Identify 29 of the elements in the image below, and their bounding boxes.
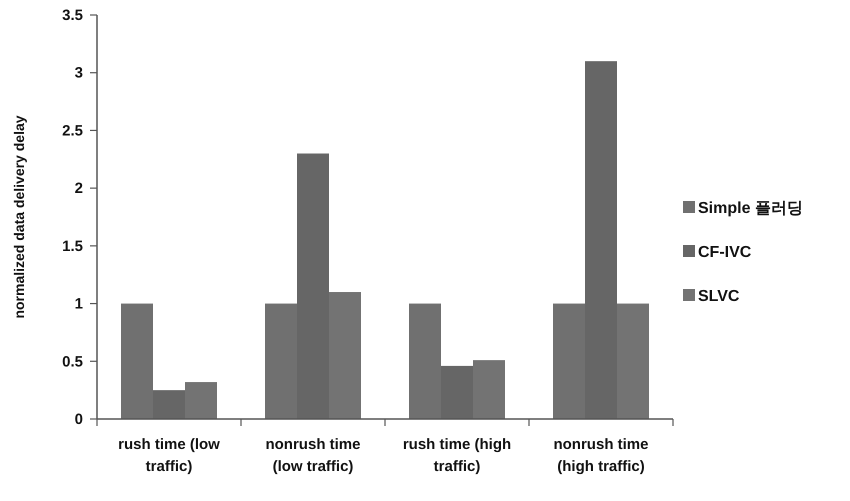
- bar: [185, 382, 217, 419]
- y-tick-label: 3: [74, 64, 83, 82]
- y-tick-label: 1.5: [62, 238, 83, 255]
- bar: [297, 154, 329, 419]
- y-axis-title: normalized data delivery delay: [11, 115, 27, 319]
- legend-label: Simple 플러딩: [698, 200, 803, 217]
- bar: [409, 304, 441, 419]
- y-tick-label: 2: [74, 180, 83, 198]
- x-tick-label: nonrush time (low traffic): [265, 436, 361, 475]
- bar: [553, 304, 585, 419]
- bar: [441, 366, 473, 419]
- bar: [121, 304, 153, 419]
- y-tick-label: 1: [74, 296, 83, 313]
- x-tick-label: rush time (low traffic): [118, 436, 220, 475]
- y-tick-label: 0.5: [62, 353, 83, 370]
- bar: [153, 390, 185, 419]
- bar: [585, 61, 617, 419]
- bar: [473, 360, 505, 419]
- x-tick-label: nonrush time (high traffic): [553, 436, 649, 475]
- y-tick-label: 0: [74, 411, 83, 428]
- x-tick-label: rush time (high traffic): [402, 436, 512, 475]
- y-tick-label: 3.5: [62, 7, 83, 24]
- legend-label: CF-IVC: [698, 244, 752, 261]
- bar: [329, 292, 361, 419]
- bar: [617, 304, 649, 419]
- y-tick-label: 2.5: [62, 122, 83, 140]
- chart: 0 0.5 1 1.5 2 2.5 3 3.5 rush time (low traffic) nonrush time (low traffic) rush time (high traffic) nonrush time (high traffic) normalized data delivery delay Simple 플러딩 CF-IVC SLVC: [11, 7, 803, 475]
- bar: [265, 304, 297, 419]
- legend-label: SLVC: [698, 288, 740, 305]
